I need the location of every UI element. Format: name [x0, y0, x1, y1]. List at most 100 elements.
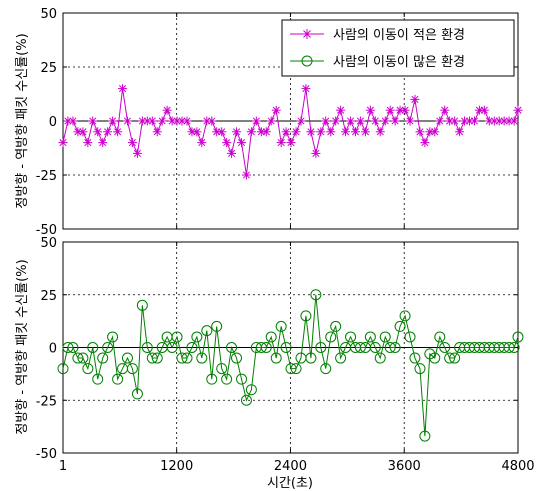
data-point-star — [217, 127, 227, 137]
data-point-circle — [87, 342, 99, 353]
data-point-star — [509, 116, 519, 126]
data-point-star — [271, 105, 281, 115]
data-point-circle — [275, 320, 287, 332]
data-point-star — [301, 84, 311, 94]
data-point-circle — [300, 310, 312, 322]
data-point-star — [237, 138, 247, 148]
data-point-star — [58, 138, 68, 148]
data-point-circle — [384, 342, 396, 353]
top-panel: 50 25 0 -25 -50 사람의 이동이 적은 환경 사람의 이동이 많은 환경 — [36, 7, 523, 238]
data-point-circle — [166, 342, 178, 353]
data-point-star — [405, 116, 415, 126]
data-point-star — [400, 105, 410, 115]
data-point-star — [246, 127, 256, 137]
x-tick-label: 1200 — [160, 459, 193, 474]
data-point-circle — [335, 352, 347, 364]
data-point-circle — [394, 320, 406, 332]
data-point-circle — [364, 331, 376, 343]
data-point-circle — [434, 331, 446, 343]
bottom-yticks: 50 25 0 -25 -50 — [36, 236, 518, 462]
data-point-circle — [414, 363, 426, 375]
data-point-star — [450, 116, 460, 126]
data-point-star — [266, 116, 276, 126]
data-point-circle — [77, 352, 89, 364]
top-series-layer — [58, 84, 523, 180]
data-point-star — [385, 105, 395, 115]
data-point-circle — [429, 352, 441, 364]
data-point-circle — [62, 342, 74, 353]
y-tick-label: -25 — [36, 169, 57, 184]
data-point-circle — [107, 331, 119, 343]
data-point-star — [430, 127, 440, 137]
data-point-star — [108, 116, 118, 126]
data-point-circle — [216, 363, 228, 375]
data-point-star — [380, 116, 390, 126]
data-point-star — [232, 127, 242, 137]
data-point-circle — [389, 342, 401, 353]
y-tick-label: -50 — [36, 447, 57, 462]
x-axis-label: 시간(초) — [267, 476, 313, 491]
data-point-circle — [201, 325, 213, 337]
data-point-star — [513, 105, 523, 115]
data-point-circle — [67, 342, 79, 353]
data-point-star — [336, 105, 346, 115]
data-point-circle — [399, 310, 411, 322]
y-tick-label: 0 — [49, 115, 57, 130]
data-point-circle — [97, 352, 109, 364]
data-point-star — [276, 138, 286, 148]
data-point-star — [241, 170, 251, 180]
data-point-circle — [280, 342, 292, 353]
data-point-circle — [503, 342, 515, 353]
data-point-star — [222, 138, 232, 148]
data-point-circle — [270, 352, 282, 364]
data-point-circle — [136, 299, 148, 311]
data-point-circle — [240, 394, 252, 406]
data-point-star — [321, 116, 331, 126]
data-point-star — [88, 116, 98, 126]
data-point-circle — [121, 352, 133, 364]
data-point-circle — [374, 352, 386, 364]
data-point-circle — [82, 363, 94, 375]
data-point-star — [316, 127, 326, 137]
bottom-y-axis-label: 정방향 - 역방향 패킷 수신률(%) — [15, 259, 30, 434]
data-point-star — [147, 116, 157, 126]
data-point-circle — [206, 373, 218, 385]
y-tick-label: 25 — [40, 289, 57, 304]
data-point-circle — [439, 342, 451, 353]
data-point-star — [78, 127, 88, 137]
data-point-star — [395, 105, 405, 115]
data-point-star — [360, 127, 370, 137]
data-point-star — [113, 127, 123, 137]
data-point-star — [370, 116, 380, 126]
data-point-circle — [260, 342, 272, 353]
data-point-circle — [444, 352, 456, 364]
data-point-star — [440, 105, 450, 115]
data-point-star — [68, 116, 78, 126]
data-point-circle — [315, 342, 327, 353]
data-point-star — [355, 116, 365, 126]
data-point-star — [455, 127, 465, 137]
data-point-star — [306, 127, 316, 137]
data-point-star — [251, 116, 261, 126]
data-point-circle — [196, 352, 208, 364]
data-point-circle — [245, 384, 257, 396]
data-point-circle — [512, 331, 524, 343]
data-point-circle — [409, 352, 421, 364]
data-point-star — [281, 127, 291, 137]
data-point-circle — [141, 342, 153, 353]
data-point-circle — [57, 363, 69, 375]
data-point-circle — [255, 342, 267, 353]
data-point-circle — [265, 331, 277, 343]
data-point-circle — [508, 342, 520, 353]
data-point-star — [291, 127, 301, 137]
y-tick-label: 0 — [49, 342, 57, 357]
data-point-star — [157, 116, 167, 126]
data-point-circle — [151, 352, 163, 364]
data-point-star — [103, 127, 113, 137]
data-point-circle — [404, 331, 416, 343]
top-yticks: 50 25 0 -25 -50 — [36, 7, 518, 238]
data-point-star — [192, 127, 202, 137]
data-point-circle — [345, 331, 357, 343]
data-point-circle — [449, 352, 461, 364]
